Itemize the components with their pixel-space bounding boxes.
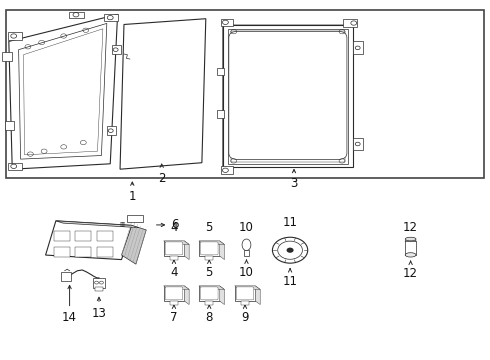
Bar bbox=[220, 19, 233, 26]
Ellipse shape bbox=[242, 239, 251, 251]
Bar bbox=[170, 301, 178, 305]
Polygon shape bbox=[220, 286, 224, 305]
Text: 12: 12 bbox=[403, 221, 418, 234]
FancyBboxPatch shape bbox=[236, 287, 254, 300]
Bar bbox=[244, 250, 249, 256]
Text: 14: 14 bbox=[62, 311, 77, 324]
Polygon shape bbox=[255, 286, 260, 305]
Bar bbox=[5, 121, 14, 130]
Bar bbox=[205, 256, 213, 260]
Bar bbox=[241, 301, 249, 305]
Bar bbox=[75, 247, 91, 257]
Bar bbox=[220, 166, 233, 174]
Bar bbox=[61, 272, 71, 281]
Text: 1: 1 bbox=[128, 190, 136, 203]
Bar bbox=[127, 215, 143, 222]
Polygon shape bbox=[199, 286, 224, 289]
Polygon shape bbox=[120, 19, 206, 169]
Bar bbox=[199, 241, 220, 256]
Bar bbox=[8, 32, 22, 40]
Bar bbox=[54, 247, 70, 257]
Polygon shape bbox=[24, 29, 103, 155]
Bar bbox=[405, 241, 416, 255]
FancyBboxPatch shape bbox=[165, 242, 183, 255]
Bar bbox=[112, 45, 121, 54]
Polygon shape bbox=[46, 221, 132, 260]
Ellipse shape bbox=[405, 237, 416, 241]
Polygon shape bbox=[184, 286, 189, 305]
Bar bbox=[343, 19, 357, 27]
FancyBboxPatch shape bbox=[165, 287, 183, 300]
FancyBboxPatch shape bbox=[200, 287, 218, 300]
Polygon shape bbox=[19, 23, 107, 159]
Polygon shape bbox=[220, 241, 224, 260]
Bar bbox=[199, 286, 220, 301]
Text: 8: 8 bbox=[205, 311, 213, 324]
Circle shape bbox=[272, 237, 308, 263]
Text: 6: 6 bbox=[171, 219, 178, 231]
Bar bbox=[2, 52, 12, 61]
Polygon shape bbox=[164, 286, 189, 289]
Polygon shape bbox=[56, 221, 139, 228]
Text: 4: 4 bbox=[170, 221, 178, 234]
Bar bbox=[170, 256, 178, 260]
Text: 2: 2 bbox=[158, 172, 166, 185]
Text: 7: 7 bbox=[170, 311, 178, 324]
Bar bbox=[235, 286, 255, 301]
FancyBboxPatch shape bbox=[229, 31, 347, 159]
Bar bbox=[95, 287, 103, 291]
Text: 10: 10 bbox=[239, 221, 254, 234]
Bar bbox=[97, 247, 113, 257]
Ellipse shape bbox=[405, 253, 416, 257]
Polygon shape bbox=[199, 241, 224, 244]
Text: 9: 9 bbox=[241, 311, 249, 324]
Bar bbox=[217, 111, 224, 118]
Polygon shape bbox=[184, 241, 189, 260]
Bar bbox=[205, 301, 213, 305]
Bar bbox=[217, 68, 224, 75]
Bar bbox=[223, 25, 353, 167]
Bar bbox=[228, 29, 348, 164]
Bar bbox=[75, 231, 91, 241]
FancyBboxPatch shape bbox=[223, 25, 353, 167]
Text: 12: 12 bbox=[403, 267, 418, 280]
Bar bbox=[104, 14, 118, 21]
Bar bbox=[54, 231, 70, 241]
Text: 11: 11 bbox=[283, 216, 297, 229]
Ellipse shape bbox=[405, 239, 416, 243]
Text: 11: 11 bbox=[283, 275, 297, 288]
Bar bbox=[353, 138, 363, 150]
Bar bbox=[107, 126, 116, 135]
Text: 13: 13 bbox=[92, 307, 106, 320]
Bar bbox=[69, 12, 84, 18]
Circle shape bbox=[278, 241, 302, 259]
Polygon shape bbox=[122, 225, 146, 264]
Polygon shape bbox=[235, 286, 260, 289]
Text: 10: 10 bbox=[239, 266, 254, 279]
Bar bbox=[164, 241, 184, 256]
Bar bbox=[164, 286, 184, 301]
Text: ▥: ▥ bbox=[120, 222, 125, 227]
Circle shape bbox=[287, 248, 294, 253]
Bar bbox=[231, 31, 345, 162]
Text: 3: 3 bbox=[290, 177, 298, 190]
Polygon shape bbox=[9, 14, 118, 169]
Polygon shape bbox=[164, 241, 189, 244]
Bar bbox=[97, 231, 113, 241]
Text: 5: 5 bbox=[205, 221, 213, 234]
Bar bbox=[93, 278, 105, 288]
Text: 4: 4 bbox=[170, 266, 178, 279]
Bar bbox=[8, 163, 22, 170]
FancyBboxPatch shape bbox=[200, 242, 218, 255]
Bar bbox=[353, 41, 363, 54]
Text: 5: 5 bbox=[205, 266, 213, 279]
Bar bbox=[6, 10, 484, 178]
